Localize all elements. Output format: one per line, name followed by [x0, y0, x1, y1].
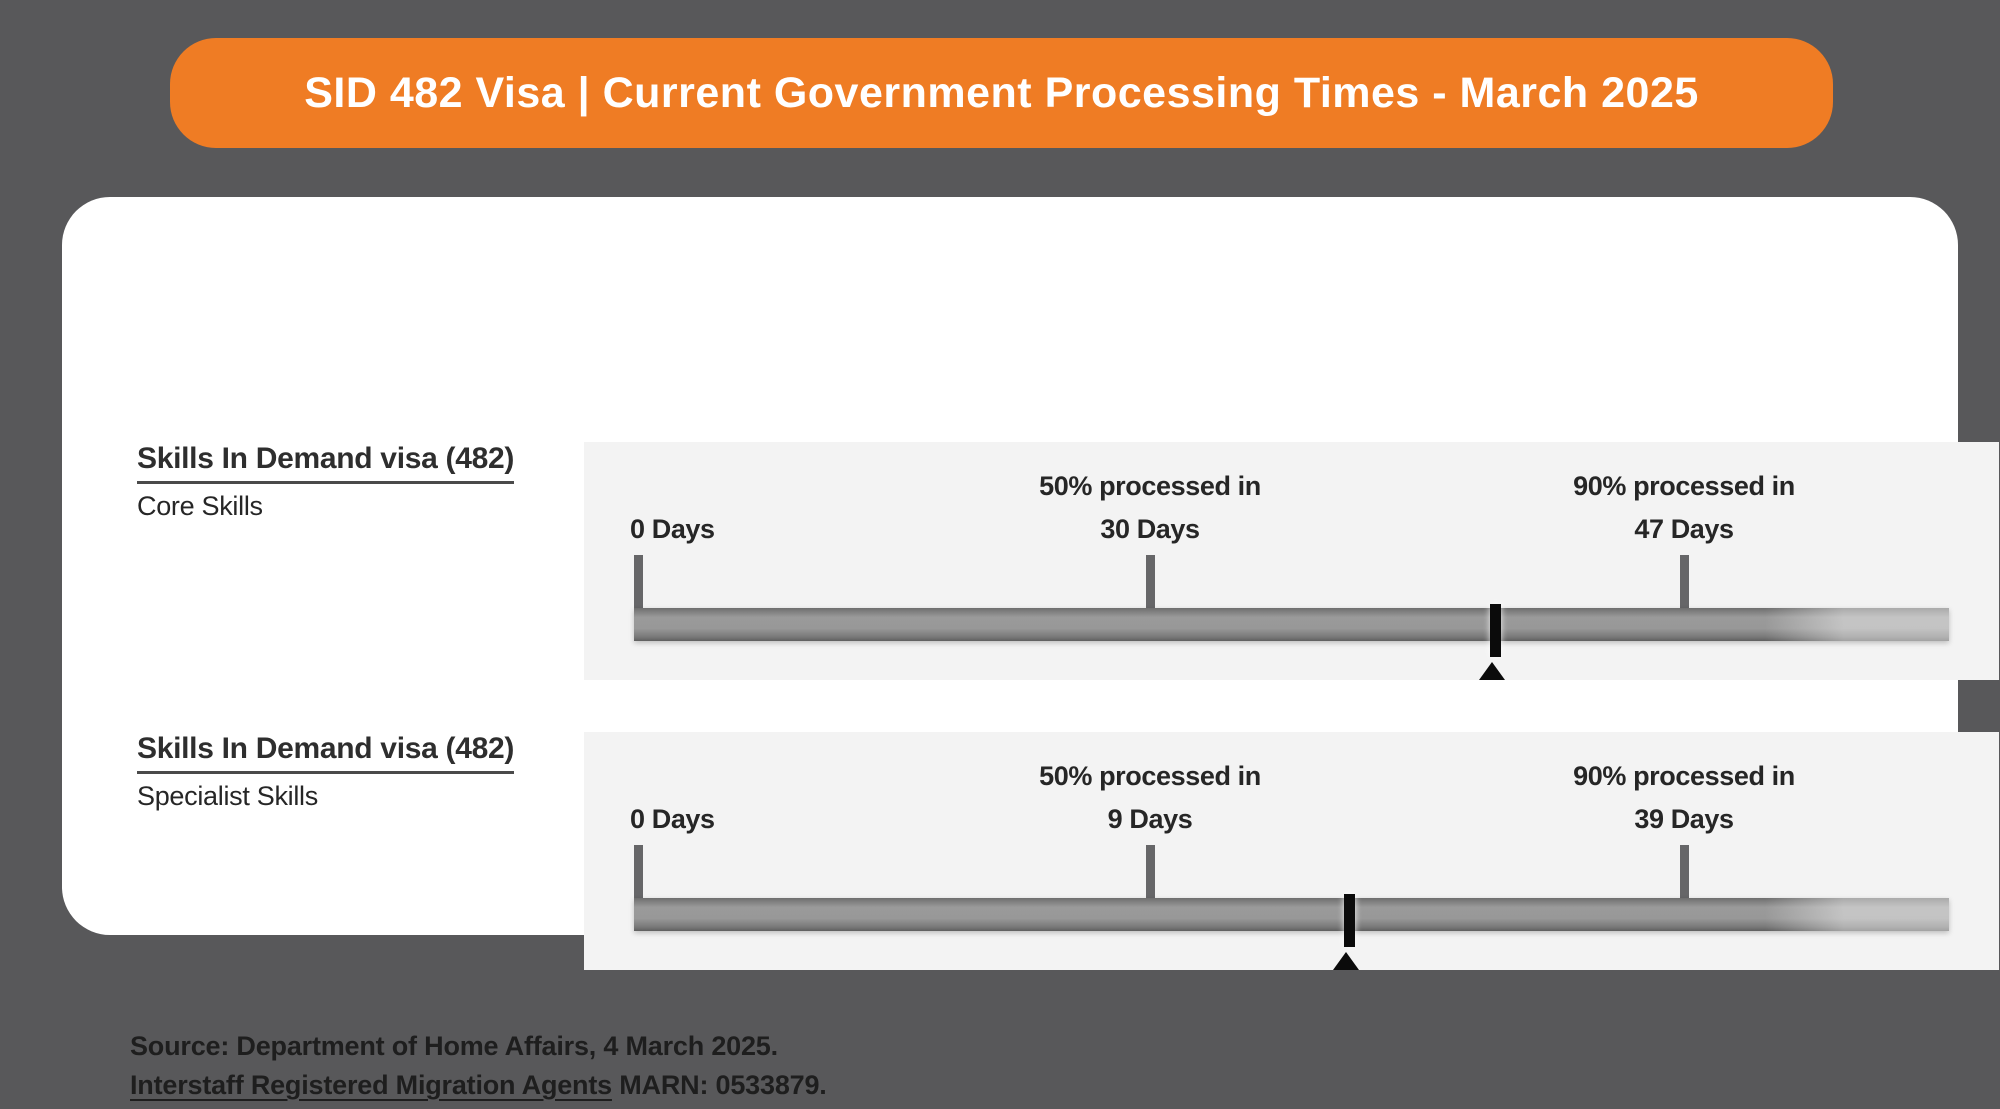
timeline-panel: 0 Days 50% processed in 30 Days 90% proc…: [584, 442, 1999, 680]
p90-label: 90% processed in 47 Days: [1534, 465, 1834, 551]
timeline-row-specialist-skills: Skills In Demand visa (482) Specialist S…: [124, 732, 2000, 972]
start-tick-mark: [634, 555, 643, 610]
visa-stream-subtitle: Specialist Skills: [137, 781, 318, 811]
p90-tick-mark: [1680, 555, 1689, 610]
timeline-bar: [634, 898, 1949, 931]
p50-label-line2: 30 Days: [1100, 514, 1200, 544]
p50-label-line2: 9 Days: [1107, 804, 1193, 834]
current-position-marker: [1344, 894, 1355, 947]
marker-arrow-up-icon: [1479, 662, 1505, 680]
source-text: Source: Department of Home Affairs, 4 Ma…: [130, 1031, 778, 1061]
p90-tick-mark: [1680, 845, 1689, 900]
timeline-row-core-skills: Skills In Demand visa (482) Core Skills …: [124, 442, 2000, 682]
visa-title: Skills In Demand visa (482): [137, 442, 514, 484]
row-label-block: Skills In Demand visa (482) Core Skills: [137, 442, 577, 522]
p90-label-line2: 47 Days: [1634, 514, 1734, 544]
p50-label-line1: 50% processed in: [1039, 471, 1261, 501]
page-title: SID 482 Visa | Current Government Proces…: [304, 68, 1699, 117]
p90-label: 90% processed in 39 Days: [1534, 755, 1834, 841]
marker-arrow-up-icon: [1333, 952, 1359, 970]
p90-label-line1: 90% processed in: [1573, 761, 1795, 791]
p50-tick-mark: [1146, 555, 1155, 610]
visa-title: Skills In Demand visa (482): [137, 732, 514, 774]
p50-tick-mark: [1146, 845, 1155, 900]
header-banner: SID 482 Visa | Current Government Proces…: [170, 38, 1833, 148]
p50-label: 50% processed in 30 Days: [1000, 465, 1300, 551]
p50-label: 50% processed in 9 Days: [1000, 755, 1300, 841]
p90-label-line1: 90% processed in: [1573, 471, 1795, 501]
agents-link[interactable]: Interstaff Registered Migration Agents: [130, 1070, 612, 1100]
start-days-label: 0 Days: [630, 804, 715, 834]
row-label-block: Skills In Demand visa (482) Specialist S…: [137, 732, 577, 812]
p90-label-line2: 39 Days: [1634, 804, 1734, 834]
current-position-marker: [1490, 604, 1501, 657]
attribution-line: Interstaff Registered Migration Agents M…: [130, 1070, 827, 1101]
content-card: Skills In Demand visa (482) Core Skills …: [62, 197, 1999, 1100]
marn-text: MARN: 0533879.: [611, 1070, 827, 1100]
page-background: SID 482 Visa | Current Government Proces…: [62, 38, 1999, 1100]
timeline-panel: 0 Days 50% processed in 9 Days 90% proce…: [584, 732, 1999, 970]
p50-label-line1: 50% processed in: [1039, 761, 1261, 791]
start-tick-mark: [634, 845, 643, 900]
timeline-bar: [634, 608, 1949, 641]
visa-stream-subtitle: Core Skills: [137, 491, 263, 521]
footer-source-block: Source: Department of Home Affairs, 4 Ma…: [130, 1031, 827, 1109]
start-days-label: 0 Days: [630, 514, 715, 544]
